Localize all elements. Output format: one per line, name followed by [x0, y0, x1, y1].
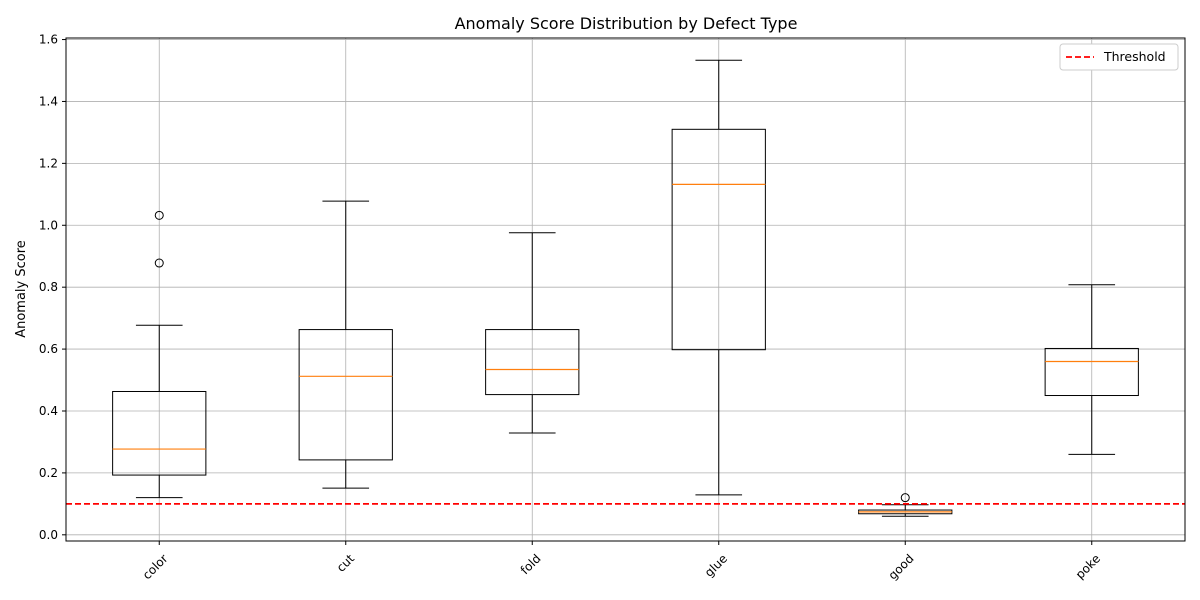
- box-iqr: [485, 329, 580, 396]
- y-tick-label: 1.0: [39, 218, 58, 232]
- legend-box: [1059, 43, 1179, 71]
- legend: Threshold: [1059, 43, 1179, 71]
- box-plot-cut: [298, 200, 393, 489]
- box-iqr: [1044, 347, 1139, 397]
- y-tick-label: 0.4: [39, 404, 58, 418]
- legend-threshold-label: Threshold: [1103, 49, 1166, 64]
- box-iqr: [671, 128, 766, 351]
- box-iqr: [298, 329, 393, 461]
- y-tick-label: 1.6: [39, 33, 58, 47]
- y-tick-label: 0.6: [39, 342, 58, 356]
- box-plots: [112, 59, 1139, 517]
- box-plot-color: [112, 210, 207, 499]
- y-tick-label: 1.2: [39, 156, 58, 170]
- y-axis-label: Anomaly Score: [14, 240, 29, 338]
- outlier-point: [900, 493, 910, 503]
- box-plot-poke: [1044, 284, 1139, 455]
- outlier-point: [154, 210, 164, 220]
- box-iqr: [112, 390, 207, 476]
- y-tick-label: 1.4: [39, 94, 58, 108]
- box-plot-fold: [485, 232, 580, 434]
- box-plot-glue: [671, 59, 766, 496]
- grid-lines: [66, 38, 1185, 541]
- box-plot-good: [858, 493, 953, 517]
- plot-frame: [65, 37, 1186, 542]
- y-tick-label: 0.8: [39, 280, 58, 294]
- y-tick-label: 0.2: [39, 466, 58, 480]
- outlier-point: [154, 258, 164, 268]
- chart-title: Anomaly Score Distribution by Defect Typ…: [455, 14, 798, 33]
- y-tick-label: 0.0: [39, 528, 58, 542]
